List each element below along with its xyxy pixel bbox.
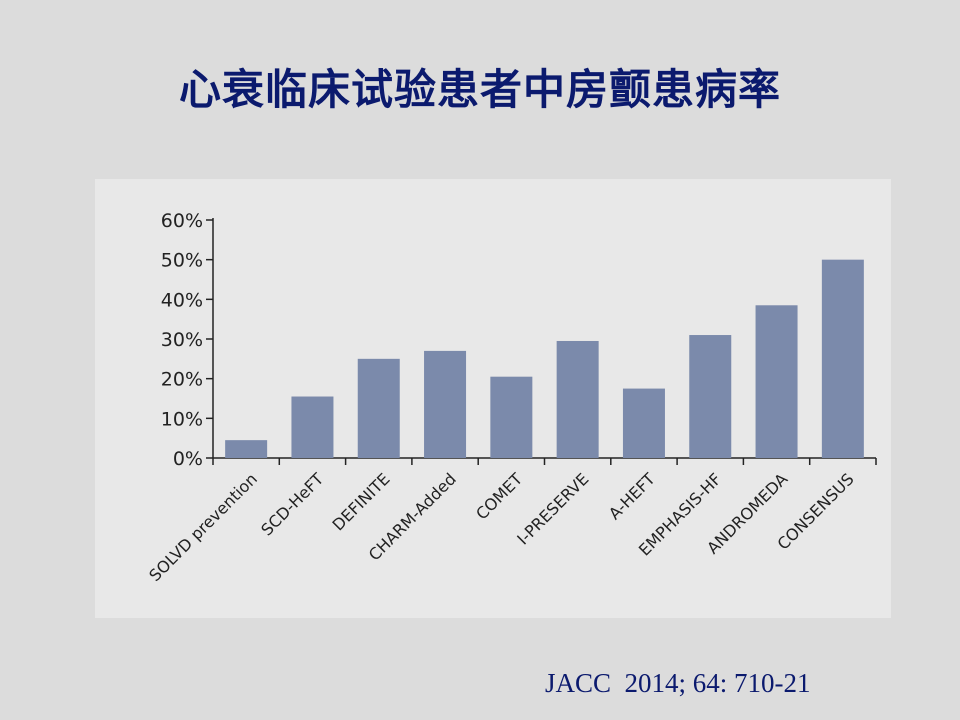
y-tick-label: 0% [173, 448, 203, 470]
bar [490, 376, 533, 458]
y-tick-label: 10% [161, 408, 203, 430]
citation: JACC 2014; 64: 710-21 [545, 668, 811, 698]
y-tick-label: 40% [161, 289, 203, 311]
bar [357, 358, 400, 458]
y-tick-label: 20% [161, 369, 203, 391]
bar [291, 396, 334, 458]
bar [821, 259, 864, 458]
bar [556, 340, 599, 458]
bar [689, 335, 732, 458]
bar [755, 305, 798, 458]
x-tick-label: DEFINITE [329, 469, 394, 534]
chart-panel: 0% 10% 20% 30% 40% 50% 60% SOLVD prevention SCD-… [95, 179, 891, 618]
x-tick-label: COMET [472, 469, 526, 523]
y-tick-label: 30% [161, 329, 203, 351]
bar-chart: 0% 10% 20% 30% 40% 50% 60% SOLVD preventionSCD-… [145, 210, 877, 585]
bar [424, 350, 467, 458]
x-tick-label: SCD-HeFT [257, 469, 327, 539]
y-tick-label: 60% [161, 210, 203, 232]
bar [622, 388, 665, 458]
slide-title: 心衰临床试验患者中房颤患病率 [178, 65, 781, 114]
bar [225, 440, 268, 458]
x-tick-label: I-PRESERVE [513, 469, 592, 548]
x-tick-label: A-HEFT [605, 469, 659, 523]
y-tick-label: 50% [161, 250, 203, 272]
x-tick-label: SOLVD prevention [145, 469, 261, 585]
